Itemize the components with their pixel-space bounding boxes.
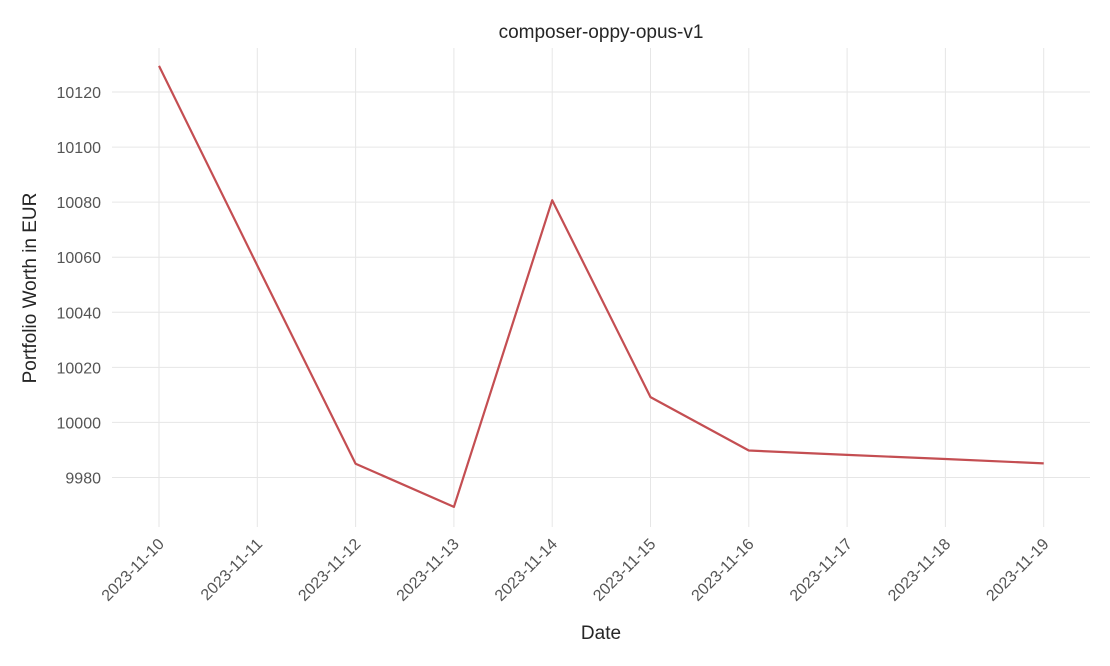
y-tick-label: 10040: [57, 305, 102, 322]
x-tick-label: 2023-11-10: [99, 536, 168, 605]
y-tick-label: 10060: [57, 250, 102, 267]
x-tick-label: 2023-11-14: [492, 536, 561, 605]
x-tick-label: 2023-11-15: [590, 536, 659, 605]
y-tick-label: 10120: [57, 85, 102, 102]
series-layer: [158, 65, 1044, 508]
y-tick-label: 10000: [57, 415, 102, 432]
y-axis-ticks: 9980 10000 10020 10040 10060 10080 10100 10120: [57, 85, 102, 487]
chart-title: composer-oppy-opus-v1: [499, 22, 704, 43]
x-tick-label: 2023-11-11: [198, 536, 266, 604]
y-tick-label: 10080: [57, 195, 102, 212]
y-tick-label: 10100: [57, 140, 102, 157]
x-tick-label: 2023-11-17: [787, 536, 856, 605]
series-line: [158, 65, 1044, 508]
y-tick-label: 9980: [65, 470, 101, 487]
x-tick-label: 2023-11-12: [295, 536, 364, 605]
y-axis-label: Portfolio Worth in EUR: [20, 193, 41, 384]
x-tick-label: 2023-11-13: [394, 536, 463, 605]
grid: [112, 48, 1090, 527]
y-tick-label: 10020: [57, 360, 102, 377]
x-axis-label: Date: [581, 623, 621, 644]
x-tick-label: 2023-11-19: [983, 536, 1052, 605]
x-tick-label: 2023-11-18: [885, 536, 954, 605]
x-tick-label: 2023-11-16: [689, 536, 758, 605]
x-axis-ticks: 2023-11-10 2023-11-11 2023-11-12 2023-11-13…: [99, 536, 1053, 605]
